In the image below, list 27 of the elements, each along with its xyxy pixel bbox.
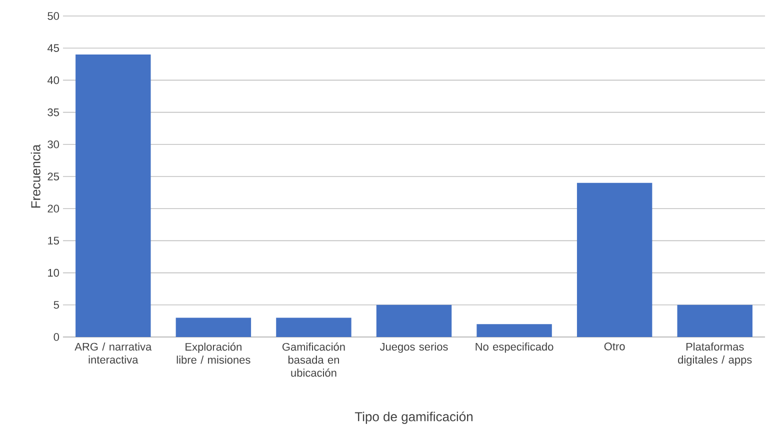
y-tick-label: 20 [48,204,60,212]
y-tick-label: 10 [48,268,60,277]
bar [476,324,552,337]
x-tick-label: No especificado [476,342,554,353]
bar [176,318,252,337]
y-tick-label: 25 [48,172,59,180]
x-tick-label: Exploración libre / misiones [176,342,250,364]
x-tick-label: Juegos serios [380,342,448,353]
x-tick-label: Gamificación basada en ubicación [282,342,345,377]
y-tick-label: 0 [54,333,60,341]
bar [76,54,151,337]
bar [677,304,752,337]
y-tick-label: 50 [48,12,60,20]
y-tick-label: 45 [47,44,59,52]
y-tick-label: 35 [48,108,59,116]
bar [276,318,352,337]
x-axis-title: Tipo de gamificación [354,412,472,424]
bar [376,304,452,337]
bar [576,182,652,337]
y-tick-label: 40 [47,76,60,84]
x-tick-label: ARG / narrativa interactiva [74,342,152,364]
y-tick-label: 5 [54,301,59,309]
y-tick-label: 15 [48,236,59,245]
x-tick-label: Plataformas digitales / apps [678,342,752,366]
y-axis-title: Frecuencia [30,144,40,208]
y-tick-label: 30 [48,140,60,148]
x-tick-label: Otro [604,342,625,350]
